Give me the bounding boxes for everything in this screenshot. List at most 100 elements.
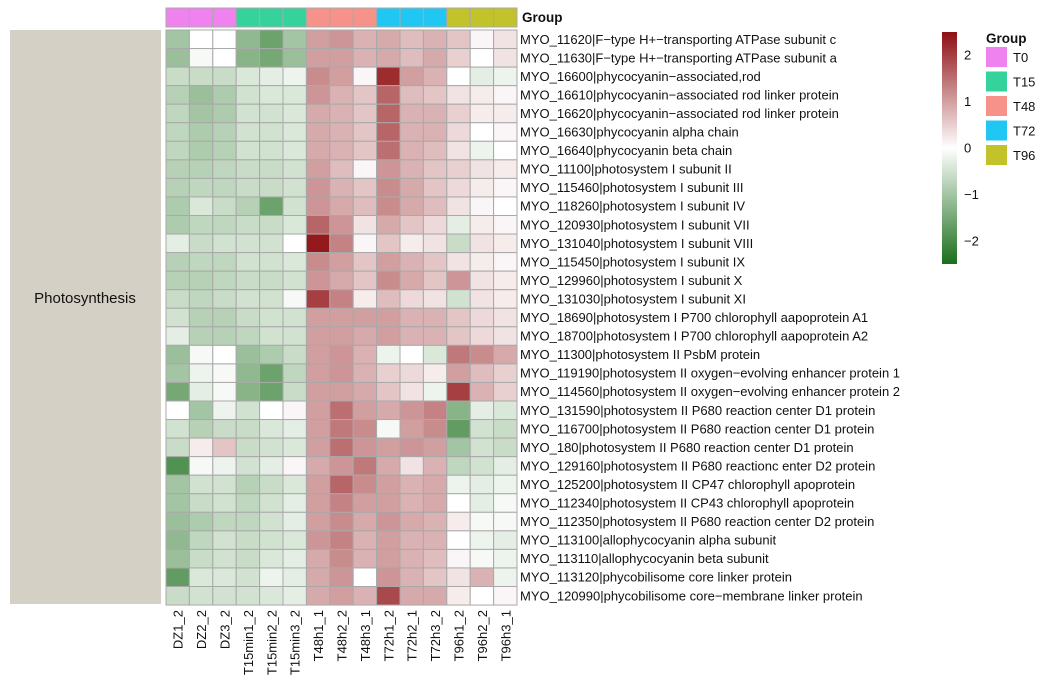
heatmap-cell [212, 270, 237, 291]
row-label: MYO_18700|photosystem I P700 chlorophyll… [520, 329, 868, 344]
heatmap-cell [329, 29, 354, 50]
heatmap-cell [188, 270, 214, 291]
heatmap-cell [305, 140, 331, 161]
heatmap-cell [235, 233, 261, 254]
group-annotation-cell [235, 7, 261, 28]
heatmap-cell [422, 511, 448, 532]
heatmap-cell [212, 122, 237, 142]
heatmap-cell [469, 85, 495, 105]
heatmap-cell [165, 567, 190, 588]
heatmap-cell [188, 29, 214, 50]
heatmap-cell [305, 159, 331, 179]
heatmap-cell [399, 530, 424, 550]
heatmap-cell [188, 159, 214, 179]
row-label: MYO_16630|phycocyanin alpha chain [520, 125, 739, 140]
heatmap-cell [422, 586, 448, 606]
heatmap-cell [305, 530, 331, 550]
heatmap-cell [446, 289, 471, 309]
heatmap-cell [212, 474, 237, 495]
heatmap-cell [329, 586, 354, 606]
column-label: T96h2_2 [475, 610, 490, 661]
column-label: T15min2_2 [264, 610, 279, 675]
heatmap-cell [352, 400, 378, 421]
heatmap-cell [235, 103, 261, 124]
heatmap-cell [376, 252, 401, 272]
heatmap-cell [305, 177, 331, 198]
heatmap-cell [446, 419, 471, 439]
heatmap-cell [493, 252, 518, 272]
heatmap-cell [282, 307, 307, 328]
heatmap-cell [446, 307, 471, 328]
row-label: MYO_120990|phycobilisome core−membrane l… [520, 588, 863, 603]
heatmap-cell [165, 140, 190, 161]
heatmap-cell [422, 419, 448, 439]
heatmap-cell [259, 381, 284, 402]
heatmap-cell [469, 548, 495, 569]
heatmap-cell [188, 196, 214, 216]
heatmap-cell [352, 289, 378, 309]
heatmap-cell [469, 419, 495, 439]
heatmap-cell [493, 437, 518, 458]
heatmap-cell [469, 177, 495, 198]
heatmap-cell [399, 177, 424, 198]
heatmap-cell [282, 511, 307, 532]
heatmap-cell [376, 381, 401, 402]
heatmap-cell [259, 85, 284, 105]
heatmap-cell [235, 548, 261, 569]
column-label: T48h3_1 [358, 610, 373, 661]
heatmap-cell [305, 103, 331, 124]
heatmap-cell [282, 66, 307, 87]
heatmap-cell [493, 140, 518, 161]
heatmap-cell [399, 493, 424, 513]
heatmap-cell [376, 103, 401, 124]
group-annotation-cell [305, 7, 331, 28]
heatmap-cell [422, 196, 448, 216]
heatmap-cell [329, 140, 354, 161]
heatmap-cell [282, 159, 307, 179]
heatmap-cell [469, 252, 495, 272]
color-scale-tick-label: 1 [964, 94, 971, 109]
group-legend-title: Group [986, 31, 1027, 46]
heatmap-cell [493, 363, 518, 383]
heatmap-cell [493, 103, 518, 124]
heatmap-cell [352, 326, 378, 346]
heatmap-cell [399, 474, 424, 495]
group-legend-label: T15 [1013, 75, 1035, 90]
heatmap-cell [305, 456, 331, 476]
heatmap-cell [376, 456, 401, 476]
heatmap-cell [165, 548, 190, 569]
heatmap-cell [422, 493, 448, 513]
group-annotation-cell [352, 7, 378, 28]
heatmap-cell [235, 85, 261, 105]
heatmap-cell [469, 381, 495, 402]
heatmap-cell [469, 474, 495, 495]
group-annotation-cell [493, 7, 518, 28]
heatmap-cell [282, 233, 307, 254]
heatmap-cell [422, 122, 448, 142]
heatmap-cell [376, 586, 401, 606]
heatmap-cell [235, 252, 261, 272]
heatmap-cell [165, 270, 190, 291]
heatmap-cell [329, 326, 354, 346]
heatmap-cell [235, 567, 261, 588]
heatmap-cell [188, 140, 214, 161]
group-legend-label: T48 [1013, 99, 1035, 114]
heatmap-cell [422, 548, 448, 569]
heatmap-cell [212, 29, 237, 50]
row-label: MYO_11620|F−type H+−transporting ATPase … [520, 32, 837, 47]
group-legend-swatch [986, 145, 1007, 165]
heatmap-cell [188, 511, 214, 532]
heatmap-cell [376, 233, 401, 254]
heatmap-cell [446, 252, 471, 272]
heatmap-cell [188, 530, 214, 550]
row-label: MYO_112350|photosystem II P680 reaction … [520, 514, 874, 529]
row-label: MYO_16620|phycocyanin−associated rod lin… [520, 106, 839, 121]
heatmap-cell [399, 289, 424, 309]
heatmap-cell [469, 103, 495, 124]
row-label: MYO_16600|phycocyanin−associated,rod [520, 69, 761, 84]
heatmap-cell [165, 419, 190, 439]
heatmap-cell [376, 66, 401, 87]
heatmap-cell [399, 326, 424, 346]
column-labels: DZ1_2 DZ2_2 DZ3_2 T15min1_2 T15min2_2 T15min3… [171, 610, 514, 675]
heatmap-cell [259, 177, 284, 198]
